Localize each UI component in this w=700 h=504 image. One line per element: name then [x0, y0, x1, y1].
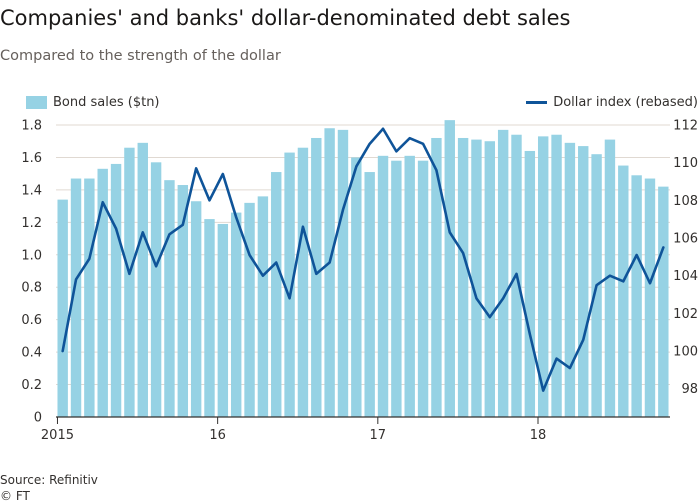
y-right-tick-label: 108	[673, 194, 698, 209]
bond-sales-bar	[578, 146, 589, 417]
bond-sales-bar	[551, 134, 562, 418]
legend-dollar-index: Dollar index (rebased)	[526, 95, 698, 110]
x-tick-label: 16	[209, 428, 226, 443]
y-right-tick-label: 106	[673, 232, 698, 247]
bond-sales-bar	[57, 199, 68, 417]
y-left-tick-label: 1.2	[21, 216, 42, 231]
chart-subtitle: Compared to the strength of the dollar	[0, 48, 281, 64]
bond-sales-bar	[658, 186, 669, 417]
y-right-tick-label: 112	[673, 119, 698, 134]
bond-sales-bar	[110, 163, 122, 417]
bond-sales-bar	[311, 137, 322, 418]
bond-sales-bar	[244, 202, 255, 417]
bond-sales-bar	[484, 141, 496, 417]
chart-area: 0 0.2 0.4 0.6 0.8 1.0 1.2 1.4 1.6 1.8 98 100 102 104 1…	[21, 119, 698, 444]
y-right-tick-label: 98	[681, 382, 698, 397]
bond-sales-bar	[391, 160, 402, 417]
ft-credit: © FT	[0, 489, 30, 503]
bond-sales-bar	[297, 147, 309, 417]
legend-dollar-index-label: Dollar index (rebased)	[553, 95, 698, 110]
bond-sales-bar	[631, 175, 642, 417]
y-right-tick-label: 110	[673, 156, 698, 171]
bond-sales-bar	[564, 142, 576, 417]
bond-sales-bar	[417, 160, 429, 417]
y-left-tick-label: 1.8	[21, 119, 42, 134]
y-left-tick-label: 0.6	[21, 313, 42, 328]
bond-sales-bar	[444, 120, 455, 417]
bond-sales-bar	[97, 168, 108, 417]
y-left-tick-label: 0.8	[21, 281, 42, 296]
legend-bond-sales: Bond sales ($tn)	[26, 95, 160, 110]
bond-sales-bar	[471, 139, 482, 417]
x-tick-label: 18	[530, 428, 547, 443]
bond-sales-bar	[204, 219, 215, 417]
bond-sales-bar	[604, 139, 616, 417]
bond-sales-bar	[364, 172, 375, 417]
x-tick-label: 17	[370, 428, 387, 443]
y-left-tick-label: 1.0	[21, 248, 42, 263]
legend-bond-sales-label: Bond sales ($tn)	[53, 95, 160, 110]
bond-sales-bar	[217, 223, 229, 417]
bond-sales-bar	[164, 180, 175, 417]
bar-swatch-icon	[26, 96, 47, 109]
bond-sales-bar	[351, 157, 362, 417]
y-left-tick-label: 1.4	[21, 183, 42, 198]
bond-sales-bar	[177, 185, 189, 417]
bond-sales-bar	[84, 178, 95, 417]
y-left-tick-label: 0.4	[21, 346, 42, 361]
line-swatch-icon	[526, 101, 548, 104]
bond-sales-bar	[190, 201, 202, 417]
bond-sales-bar	[150, 162, 162, 417]
bond-sales-bar	[457, 137, 469, 418]
dollar-index-line	[61, 127, 665, 392]
bond-sales-bar	[271, 172, 282, 417]
bond-sales-bar	[124, 147, 135, 417]
y-left-tick-label: 0	[34, 411, 42, 426]
y-right-tick-label: 100	[673, 345, 698, 360]
bond-sales-bar	[431, 137, 442, 418]
bond-sales-bar	[404, 155, 415, 417]
y-left-tick-label: 1.6	[21, 151, 42, 166]
x-tick-label: 2015	[41, 428, 74, 443]
bond-sales-bar	[137, 142, 148, 417]
bond-sales-bar	[284, 152, 295, 417]
bond-sales-bar	[497, 129, 509, 417]
bond-sales-bar	[524, 150, 536, 417]
bond-sales-bar	[337, 129, 349, 417]
chart-title: Companies' and banks' dollar-denominated…	[0, 6, 571, 30]
bond-sales-bar	[644, 178, 656, 417]
bond-sales-bar	[618, 165, 629, 417]
bond-sales-bar	[70, 178, 82, 417]
bond-sales-bar	[537, 136, 549, 418]
bond-sales-bar	[230, 212, 242, 417]
y-right-tick-label: 102	[673, 307, 698, 322]
y-right-tick-label: 104	[673, 269, 698, 284]
source-note: Source: Refinitiv	[0, 473, 98, 487]
bond-sales-bar	[257, 196, 269, 417]
y-left-tick-label: 0.2	[21, 378, 42, 393]
bond-sales-bar	[324, 128, 335, 418]
bond-sales-bar	[377, 155, 389, 417]
